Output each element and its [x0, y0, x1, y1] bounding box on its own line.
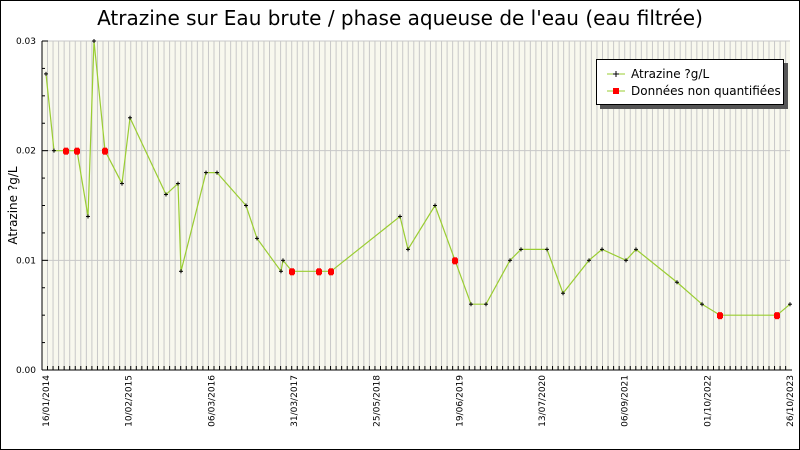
- svg-text:16/01/2014: 16/01/2014: [42, 375, 52, 427]
- legend: Atrazine ?g/L Données non quantifiées: [596, 59, 784, 105]
- legend-label: Atrazine ?g/L: [631, 67, 710, 81]
- svg-text:01/10/2022: 01/10/2022: [703, 375, 713, 427]
- svg-text:06/03/2016: 06/03/2016: [207, 375, 217, 427]
- legend-item-atrazine: Atrazine ?g/L: [605, 66, 709, 82]
- legend-label: Données non quantifiées: [631, 84, 781, 98]
- red-diamond-marker-icon: [605, 83, 627, 99]
- legend-item-non-quantified: Données non quantifiées: [605, 83, 781, 99]
- svg-text:0.02: 0.02: [16, 147, 36, 157]
- svg-text:31/03/2017: 31/03/2017: [290, 375, 300, 427]
- svg-text:26/10/2023: 26/10/2023: [786, 375, 796, 427]
- svg-text:0.01: 0.01: [16, 256, 36, 266]
- plus-marker-icon: [605, 66, 627, 82]
- svg-text:19/06/2019: 19/06/2019: [455, 375, 465, 427]
- svg-text:10/02/2015: 10/02/2015: [125, 375, 135, 427]
- chart-title: Atrazine sur Eau brute / phase aqueuse d…: [97, 6, 703, 30]
- svg-text:13/07/2020: 13/07/2020: [538, 375, 548, 427]
- svg-text:0.00: 0.00: [16, 366, 36, 376]
- svg-text:Atrazine ?g/L: Atrazine ?g/L: [6, 166, 20, 244]
- svg-text:25/05/2018: 25/05/2018: [373, 375, 383, 427]
- svg-text:0.03: 0.03: [16, 37, 36, 47]
- svg-text:06/09/2021: 06/09/2021: [621, 375, 631, 427]
